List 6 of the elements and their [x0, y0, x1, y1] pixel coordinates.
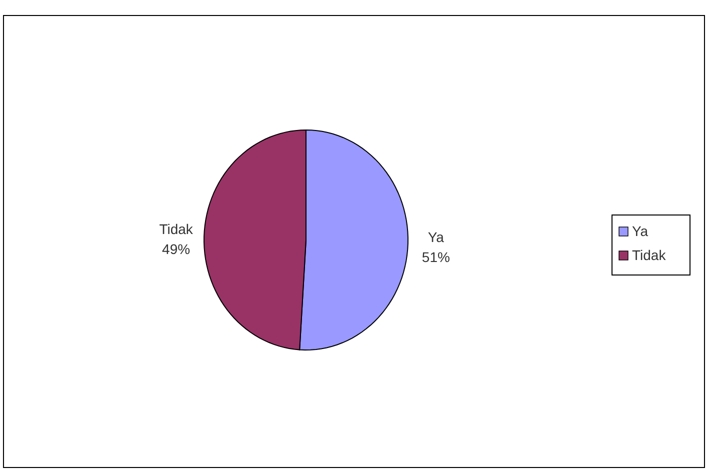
data-label: 51%: [422, 248, 450, 265]
legend-label: Tidak: [632, 247, 667, 263]
data-label: 49%: [162, 241, 190, 258]
legend-label: Ya: [632, 223, 648, 239]
slice-label: Ya: [428, 228, 444, 245]
slice-label: Tidak: [159, 221, 194, 238]
